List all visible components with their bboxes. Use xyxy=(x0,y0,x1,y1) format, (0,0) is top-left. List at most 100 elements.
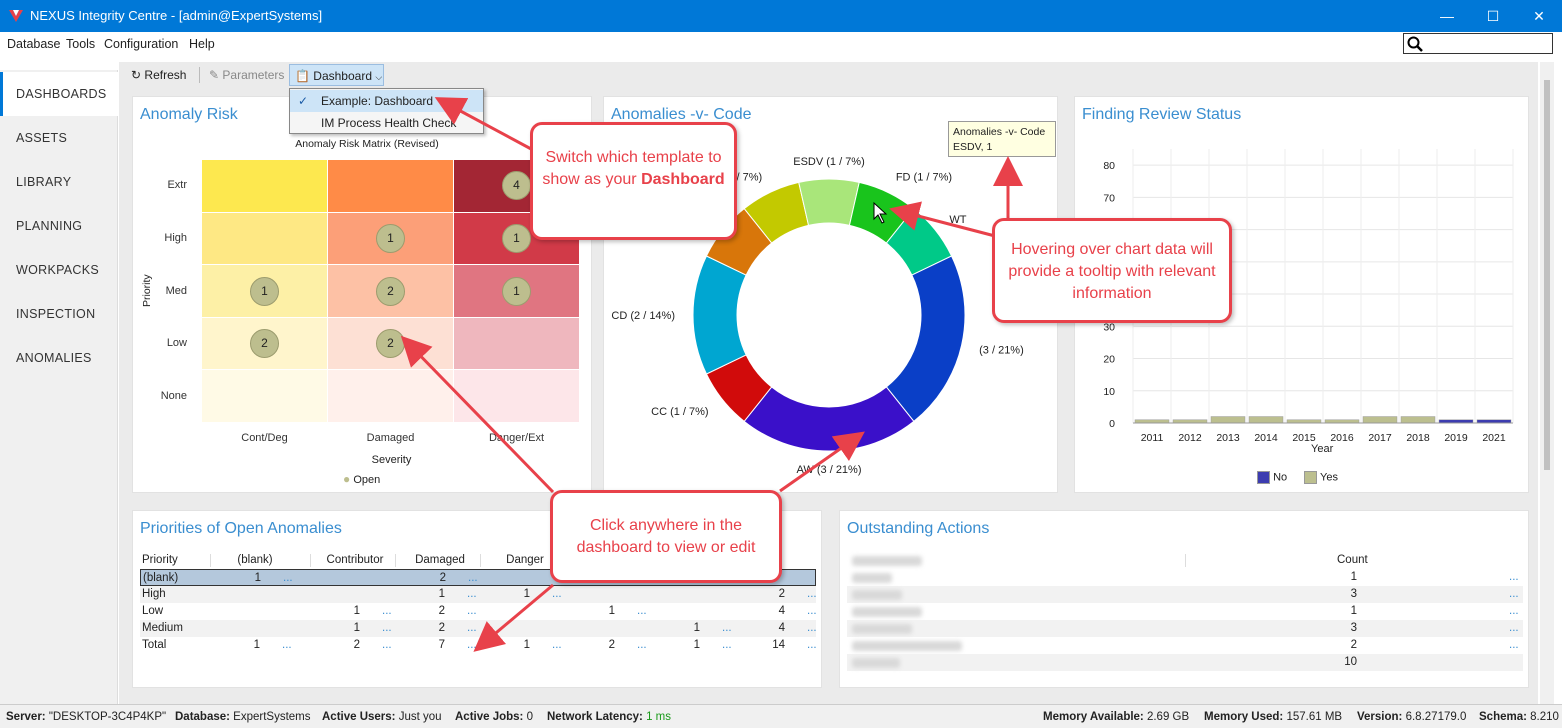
risk-bubble[interactable]: 1 xyxy=(502,276,531,306)
cell-value[interactable]: 10 xyxy=(1344,656,1357,668)
cell-value[interactable]: 3 xyxy=(1350,588,1357,600)
cell-drilldown-button[interactable]: ... xyxy=(382,605,392,617)
cell-value[interactable]: 4 xyxy=(778,622,785,634)
risk-matrix[interactable]: 4 1 1 1 2 1 2 2 xyxy=(202,160,580,423)
sidebar-item-library[interactable]: LIBRARY xyxy=(16,175,72,189)
cell-drilldown-button[interactable]: ... xyxy=(1509,605,1519,617)
cell-drilldown-button[interactable]: ... xyxy=(1509,622,1519,634)
risk-cell[interactable] xyxy=(328,160,454,213)
cell-drilldown-button[interactable]: ... xyxy=(467,605,477,617)
table-row[interactable]: 1... xyxy=(847,603,1523,620)
cell-drilldown-button[interactable]: ... xyxy=(637,639,647,651)
sidebar-item-dashboards[interactable]: DASHBOARDS xyxy=(0,72,118,116)
menu-help[interactable]: Help xyxy=(189,37,215,51)
column-header[interactable]: Count xyxy=(1337,554,1368,566)
cell-value[interactable]: 4 xyxy=(778,605,785,617)
risk-cell[interactable] xyxy=(202,370,328,423)
column-header[interactable]: (blank) xyxy=(237,554,273,566)
table-row[interactable]: 10 xyxy=(847,654,1523,671)
risk-cell[interactable] xyxy=(202,160,328,213)
cell-drilldown-button[interactable]: ... xyxy=(552,588,562,600)
cell-value[interactable]: 1 xyxy=(253,639,260,651)
risk-bubble[interactable]: 1 xyxy=(250,276,279,306)
risk-bubble[interactable]: 2 xyxy=(376,329,405,359)
cell-drilldown-button[interactable]: ... xyxy=(1509,639,1519,651)
cell-drilldown-button[interactable]: ... xyxy=(807,588,817,600)
dropdown-item-example-dashboard[interactable]: ✓ Example: Dashboard xyxy=(290,90,483,112)
cell-drilldown-button[interactable]: ... xyxy=(1509,588,1519,600)
outstanding-actions-panel[interactable]: Outstanding Actions Count 1... 3... 1... 3..… xyxy=(839,510,1529,688)
bar-yes[interactable] xyxy=(1248,416,1284,424)
cell-value[interactable]: 2 xyxy=(438,622,445,634)
cell-value[interactable]: 1 xyxy=(438,588,445,600)
bar-yes[interactable] xyxy=(1400,416,1436,424)
donut-slice[interactable] xyxy=(798,178,860,226)
cell-drilldown-button[interactable]: ... xyxy=(467,622,477,634)
column-header[interactable]: Damaged xyxy=(415,554,465,566)
cell-value[interactable]: 1 xyxy=(523,588,530,600)
cell-drilldown-button[interactable]: ... xyxy=(1509,571,1519,583)
donut-slice[interactable] xyxy=(692,255,747,375)
cell-value[interactable]: 1 xyxy=(353,622,360,634)
menu-database[interactable]: Database xyxy=(7,37,61,51)
column-header[interactable]: Priority xyxy=(142,554,178,566)
risk-cell[interactable] xyxy=(454,317,580,371)
cell-value[interactable]: 7 xyxy=(438,639,445,651)
bar-yes[interactable] xyxy=(1362,416,1398,424)
bar-chart[interactable]: 0102030405060708020112012201320142015201… xyxy=(1075,97,1530,494)
cell-value[interactable]: 1 xyxy=(1350,605,1357,617)
refresh-button[interactable]: ↻ Refresh xyxy=(131,64,186,86)
cell-value[interactable]: 1 xyxy=(523,639,530,651)
minimize-button[interactable]: — xyxy=(1440,8,1454,24)
table-row[interactable]: 3... xyxy=(847,586,1523,603)
cell-value[interactable]: 2 xyxy=(438,605,445,617)
bar-yes[interactable] xyxy=(1210,416,1246,424)
cell-value[interactable]: 1 xyxy=(1350,571,1357,583)
cell-value[interactable]: 3 xyxy=(1350,622,1357,634)
cell-drilldown-button[interactable]: ... xyxy=(382,622,392,634)
cell-drilldown-button[interactable]: ... xyxy=(468,572,478,584)
cell-drilldown-button[interactable]: ... xyxy=(282,639,292,651)
actions-table[interactable]: Count 1... 3... 1... 3... 2... 10 xyxy=(847,552,1523,682)
risk-cell[interactable] xyxy=(328,212,454,266)
table-row[interactable]: 3... xyxy=(847,620,1523,637)
risk-bubble[interactable]: 2 xyxy=(376,276,405,306)
risk-cell[interactable] xyxy=(202,212,328,266)
sidebar-item-workpacks[interactable]: WORKPACKS xyxy=(16,263,100,277)
cell-drilldown-button[interactable]: ... xyxy=(467,588,477,600)
cell-value[interactable]: 2 xyxy=(439,572,446,584)
column-header[interactable]: Contributor xyxy=(326,554,384,566)
search-input[interactable] xyxy=(1403,33,1553,54)
cell-value[interactable]: 2 xyxy=(1350,639,1357,651)
scrollbar-thumb[interactable] xyxy=(1544,80,1550,470)
table-row[interactable]: Medium 1... 2... 1... 4... xyxy=(140,620,817,637)
cell-drilldown-button[interactable]: ... xyxy=(807,639,817,651)
cell-value[interactable]: 2 xyxy=(608,639,615,651)
risk-cell[interactable] xyxy=(328,370,454,423)
parameters-button[interactable]: ✎ Parameters xyxy=(209,64,284,86)
cell-value[interactable]: 1 xyxy=(254,572,261,584)
maximize-button[interactable]: ☐ xyxy=(1486,8,1500,24)
cell-drilldown-button[interactable]: ... xyxy=(283,572,293,584)
cell-value[interactable]: 14 xyxy=(772,639,785,651)
dashboard-dropdown-button[interactable]: 📋 Dashboard ⌵ xyxy=(289,64,384,86)
close-button[interactable]: ✕ xyxy=(1533,8,1545,24)
cell-drilldown-button[interactable]: ... xyxy=(552,639,562,651)
dropdown-item-im-process-health-check[interactable]: IM Process Health Check xyxy=(290,112,483,134)
cell-value[interactable]: 2 xyxy=(778,588,785,600)
cell-drilldown-button[interactable]: ... xyxy=(637,605,647,617)
table-row[interactable]: 2... xyxy=(847,637,1523,654)
anomaly-risk-panel[interactable]: Anomaly Risk Anomaly Risk Matrix (Revise… xyxy=(132,96,592,493)
cell-value[interactable]: 1 xyxy=(693,622,700,634)
cell-drilldown-button[interactable]: ... xyxy=(382,639,392,651)
table-row[interactable]: Low 1... 2... 1... 4... xyxy=(140,603,817,620)
cell-drilldown-button[interactable]: ... xyxy=(807,605,817,617)
table-row[interactable]: Total 1... 2... 7... 1... 2... 1... 14... xyxy=(140,637,817,654)
table-row[interactable]: High 1... 1... 2... xyxy=(140,586,817,603)
risk-bubble[interactable]: 4 xyxy=(502,171,531,201)
donut-slice[interactable] xyxy=(885,255,966,423)
sidebar-item-planning[interactable]: PLANNING xyxy=(16,219,83,233)
cell-drilldown-button[interactable]: ... xyxy=(467,639,477,651)
sidebar-item-anomalies[interactable]: ANOMALIES xyxy=(16,351,92,365)
cell-value[interactable]: 2 xyxy=(353,639,360,651)
